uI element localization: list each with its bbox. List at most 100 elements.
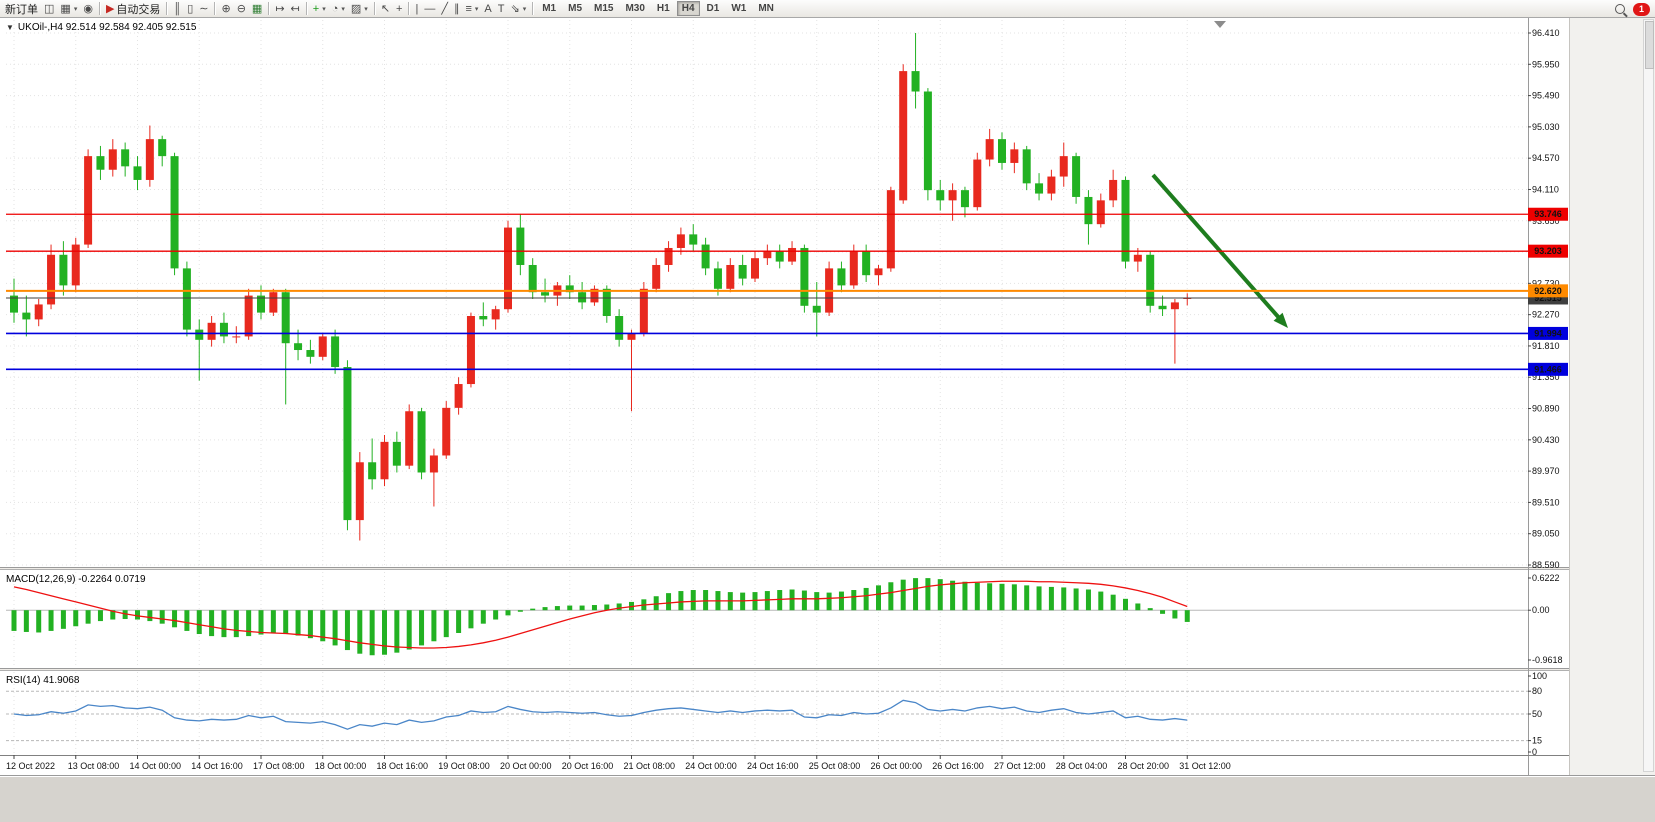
toolbar-separator <box>214 2 216 15</box>
svg-text:91.994: 91.994 <box>1534 328 1562 338</box>
trendline-button[interactable]: ╱ <box>438 1 451 17</box>
vertical-line-button[interactable]: | <box>412 1 421 17</box>
svg-text:18 Oct 00:00: 18 Oct 00:00 <box>315 761 367 771</box>
dropdown-caret-icon: ▾ <box>73 5 78 13</box>
fibonacci-button[interactable]: ≡ ▾ <box>462 1 481 17</box>
svg-text:93.203: 93.203 <box>1534 246 1562 256</box>
current-price-line: 92.515 <box>6 291 1568 305</box>
templates-button[interactable]: ▨ ▾ <box>348 1 371 17</box>
arrows-icon: ⇘ <box>510 2 520 15</box>
svg-text:95.490: 95.490 <box>1532 91 1560 101</box>
candlestick-icon: ▯ <box>187 2 194 15</box>
svg-text:92.620: 92.620 <box>1534 286 1562 296</box>
new-order-button[interactable]: 新订单 <box>2 1 41 17</box>
vertical-scrollbar[interactable] <box>1643 19 1654 772</box>
search-icon[interactable] <box>1615 4 1625 14</box>
new-chart-button[interactable]: ◫ <box>41 1 57 17</box>
timeframe-m1-button[interactable]: M1 <box>537 1 561 16</box>
chart-quote-line: UKOil-,H4 92.514 92.584 92.405 92.515 <box>17 22 197 33</box>
new-order-button-label: 新订单 <box>5 3 38 16</box>
auto-trading-button[interactable]: ▶ 自动交易 <box>103 1 163 17</box>
horizontal-level-lines[interactable]: 93.746 93.203 92.620 91.994 91.466 <box>6 207 1568 376</box>
svg-text:89.050: 89.050 <box>1532 529 1560 539</box>
indicators-icon: + <box>312 2 320 15</box>
svg-text:28 Oct 20:00: 28 Oct 20:00 <box>1118 761 1170 771</box>
svg-text:20 Oct 16:00: 20 Oct 16:00 <box>562 761 614 771</box>
svg-text:17 Oct 08:00: 17 Oct 08:00 <box>253 761 305 771</box>
svg-text:12 Oct 2022: 12 Oct 2022 <box>6 761 55 771</box>
bar-chart-button[interactable]: ║ <box>170 1 184 17</box>
svg-text:91.810: 91.810 <box>1532 341 1560 351</box>
arrows-button[interactable]: ⇘ ▾ <box>507 1 529 17</box>
zoom-in-icon: ⊕ <box>221 2 231 15</box>
chart-shift-button[interactable]: ↤ <box>288 1 303 17</box>
svg-text:91.466: 91.466 <box>1534 364 1562 374</box>
timeframe-w1-button[interactable]: W1 <box>726 1 751 16</box>
periods-button[interactable]: ◔ ▾ <box>329 1 348 17</box>
timeframe-m5-button[interactable]: M5 <box>563 1 587 16</box>
trendline-icon: ╱ <box>441 2 448 15</box>
time-scale[interactable]: 12 Oct 2022 13 Oct 08:00 14 Oct 00:00 14 Oc… <box>0 755 1655 771</box>
svg-text:0: 0 <box>1532 747 1537 757</box>
svg-text:92.270: 92.270 <box>1532 310 1560 320</box>
svg-text:95.030: 95.030 <box>1532 122 1560 132</box>
toolbar-separator <box>268 2 270 15</box>
svg-text:89.970: 89.970 <box>1532 466 1560 476</box>
toolbar-separator <box>373 2 375 15</box>
channel-button[interactable]: ∥ <box>451 1 463 17</box>
timeframe-m15-button[interactable]: M15 <box>589 1 618 16</box>
trend-arrow-annotation[interactable] <box>1151 173 1288 328</box>
candlestick-button[interactable]: ▯ <box>184 1 196 17</box>
svg-text:0.00: 0.00 <box>1532 605 1550 615</box>
svg-text:90.890: 90.890 <box>1532 404 1560 414</box>
new-chart-icon: ◫ <box>44 2 55 15</box>
toolbar-separator <box>166 2 168 15</box>
auto-scroll-button[interactable]: ↦ <box>272 1 287 17</box>
toolbar-separator <box>98 2 100 15</box>
dropdown-caret-icon: ▾ <box>474 5 479 13</box>
text-label-button[interactable]: T <box>495 1 508 17</box>
timeframe-m30-button[interactable]: M30 <box>620 1 649 16</box>
svg-text:80: 80 <box>1532 686 1542 696</box>
svg-text:95.950: 95.950 <box>1532 59 1560 69</box>
cursor-button[interactable]: ↖ <box>378 1 393 17</box>
dropdown-caret-icon: ▾ <box>322 5 326 13</box>
svg-text:94.570: 94.570 <box>1532 153 1560 163</box>
oneclick-collapse-button[interactable]: ▼ <box>6 23 14 32</box>
price-scale[interactable]: 96.410 95.950 95.490 95.030 94.570 94.110 93.6… <box>1528 18 1563 775</box>
market-watch-button[interactable]: ◉ <box>80 1 96 17</box>
svg-text:26 Oct 00:00: 26 Oct 00:00 <box>871 761 923 771</box>
svg-text:100: 100 <box>1532 671 1547 681</box>
line-chart-button[interactable]: ∼ <box>196 1 211 17</box>
svg-text:26 Oct 16:00: 26 Oct 16:00 <box>932 761 984 771</box>
market-watch-icon: ◉ <box>83 2 93 15</box>
svg-text:-0.9618: -0.9618 <box>1532 655 1563 665</box>
svg-text:14 Oct 00:00: 14 Oct 00:00 <box>130 761 182 771</box>
timeframe-h1-button[interactable]: H1 <box>652 1 675 16</box>
svg-text:19 Oct 08:00: 19 Oct 08:00 <box>438 761 490 771</box>
auto-scroll-icon: ↦ <box>275 2 285 15</box>
text-icon: A <box>484 2 492 15</box>
profiles-button[interactable]: ▦ ▾ <box>57 1 80 17</box>
tile-windows-icon: ▦ <box>251 2 263 15</box>
svg-text:94.110: 94.110 <box>1532 184 1559 194</box>
chart-canvas[interactable]: 96.410 95.950 95.490 95.030 94.570 94.110 93.6… <box>0 18 1655 775</box>
timeframe-d1-button[interactable]: D1 <box>702 1 725 16</box>
crosshair-button[interactable]: + <box>393 1 405 17</box>
indicators-button[interactable]: + ▾ <box>310 1 329 17</box>
text-label-icon: T <box>497 2 505 15</box>
timeframe-mn-button[interactable]: MN <box>753 1 779 16</box>
text-button[interactable]: A <box>481 1 494 17</box>
tile-windows-button[interactable]: ▦ <box>249 1 265 17</box>
right-margin-panel <box>1569 18 1655 775</box>
horizontal-line-button[interactable]: — <box>421 1 438 17</box>
zoom-out-button[interactable]: ⊖ <box>234 1 249 17</box>
chart-shift-marker[interactable] <box>1214 21 1226 28</box>
chart-shift-icon: ↤ <box>290 2 300 15</box>
zoom-in-button[interactable]: ⊕ <box>218 1 233 17</box>
scrollbar-thumb[interactable] <box>1645 21 1654 69</box>
notification-badge[interactable]: 1 <box>1633 2 1650 16</box>
svg-text:31 Oct 12:00: 31 Oct 12:00 <box>1179 761 1231 771</box>
toolbar-buttons: 新订单 ◫ ▦ ▾ ◉ ▶ 自动交易 ║ ▯ ∼ ⊕ ⊖ ▦ ↦ ↤ + ▾ ◔ ▾ ▨ ▾ ↖ + | — ╱ ∥ ≡ ▾ A T ⇘ ▾ M1… <box>0 0 780 17</box>
timeframe-h4-button[interactable]: H4 <box>676 1 700 16</box>
